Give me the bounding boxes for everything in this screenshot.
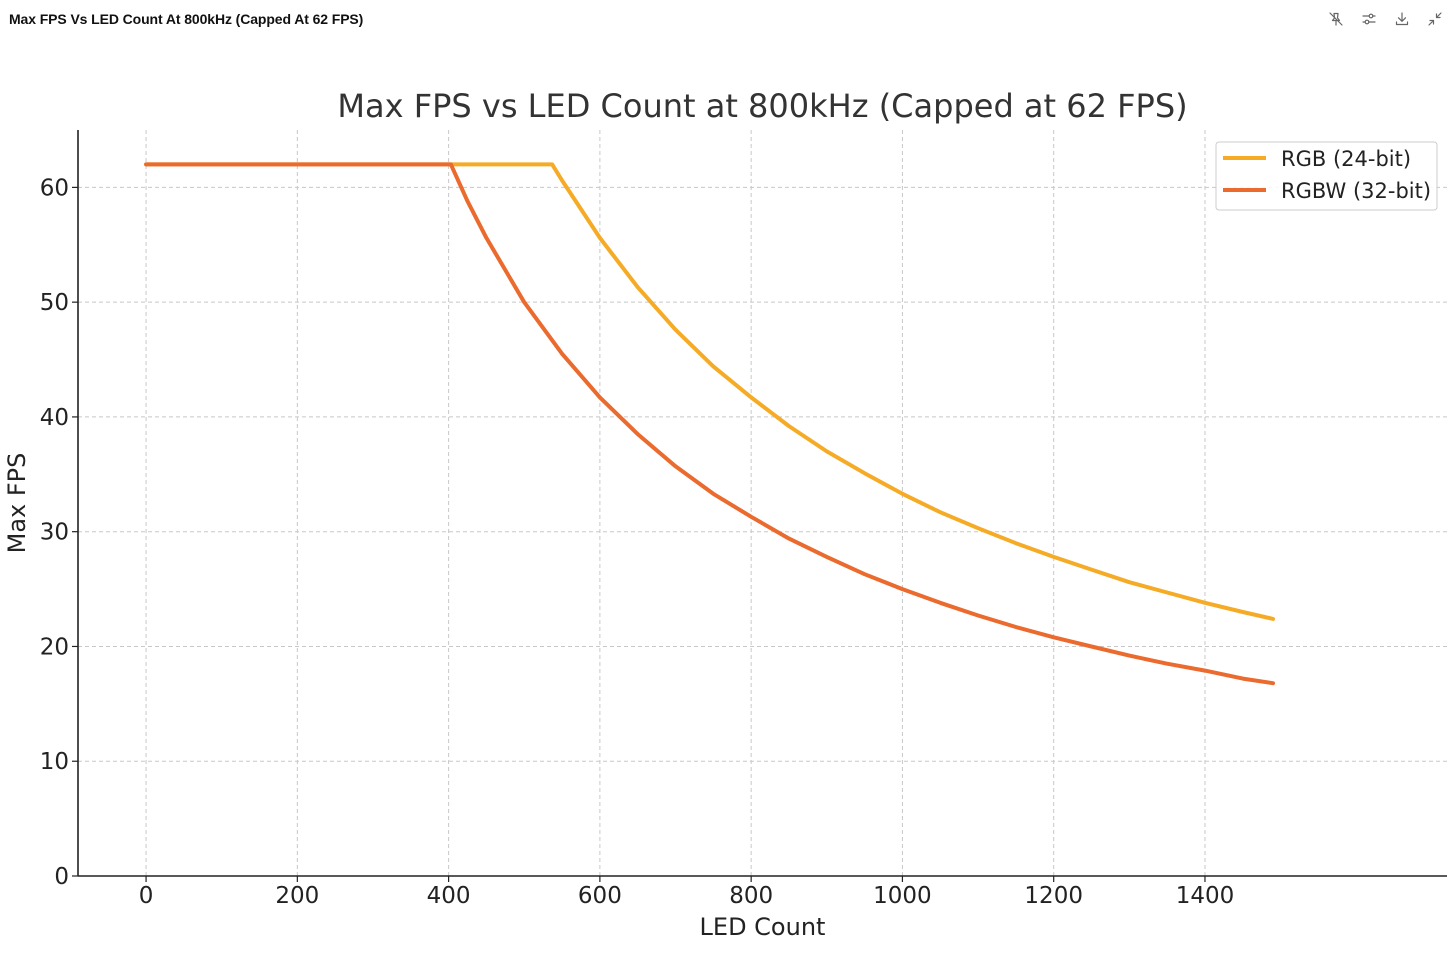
window-header: Max FPS Vs LED Count At 800kHz (Capped A…: [0, 0, 1455, 42]
line-chart: Max FPS vs LED Count at 800kHz (Capped a…: [0, 42, 1455, 962]
y-axis-label: Max FPS: [3, 453, 31, 554]
y-tick-label: 10: [40, 749, 69, 775]
y-tick-label: 60: [40, 175, 69, 201]
x-tick-label: 200: [275, 883, 319, 909]
y-tick-label: 50: [40, 290, 69, 316]
x-axis-label: LED Count: [700, 913, 826, 941]
pin-off-icon[interactable]: [1325, 8, 1346, 29]
download-icon[interactable]: [1391, 8, 1412, 29]
y-tick-label: 40: [40, 405, 69, 431]
x-tick-label: 400: [427, 883, 471, 909]
x-tick-label: 800: [729, 883, 773, 909]
x-tick-label: 1200: [1024, 883, 1083, 909]
x-tick-label: 1400: [1176, 883, 1235, 909]
y-tick-label: 20: [40, 634, 69, 660]
chart-svg: Max FPS vs LED Count at 800kHz (Capped a…: [3, 87, 1447, 941]
y-tick-label: 0: [54, 864, 69, 890]
legend-label: RGB (24-bit): [1281, 147, 1411, 171]
chart-title: Max FPS vs LED Count at 800kHz (Capped a…: [337, 87, 1187, 125]
x-tick-label: 0: [139, 883, 154, 909]
collapse-icon[interactable]: [1424, 8, 1445, 29]
x-tick-label: 600: [578, 883, 622, 909]
rgbw-series-line: [144, 162, 1275, 686]
window-title: Max FPS Vs LED Count At 800kHz (Capped A…: [9, 11, 364, 27]
legend-box: [1215, 141, 1438, 211]
toolbar: [1325, 8, 1445, 29]
y-tick-label: 30: [40, 520, 69, 546]
chart-container: Max FPS vs LED Count at 800kHz (Capped a…: [0, 42, 1455, 958]
legend-label: RGBW (32-bit): [1281, 179, 1431, 203]
x-tick-label: 1000: [873, 883, 932, 909]
rgb-series-line: [144, 162, 1275, 621]
sliders-icon[interactable]: [1358, 8, 1379, 29]
